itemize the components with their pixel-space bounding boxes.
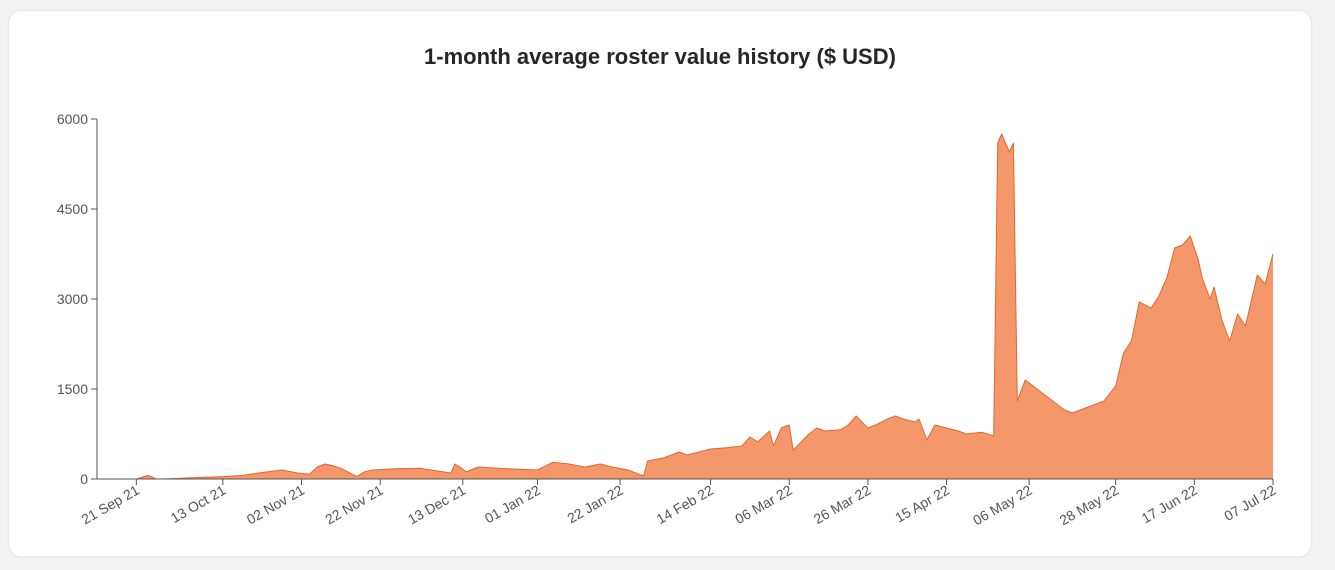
y-tick-label: 1500 [57, 381, 88, 397]
x-tick-label: 15 Apr 22 [892, 482, 952, 526]
x-tick-label: 26 Mar 22 [811, 482, 874, 527]
y-tick-label: 6000 [57, 111, 88, 127]
x-tick-label: 22 Nov 21 [322, 482, 385, 528]
series-area [97, 134, 1273, 479]
x-tick-label: 07 Jul 22 [1221, 482, 1278, 524]
x-tick-label: 14 Feb 22 [653, 482, 716, 527]
y-tick-label: 3000 [57, 291, 88, 307]
x-axis: 21 Sep 21 13 Oct 21 02 Nov 21 22 Nov 21 13 D… [79, 479, 1279, 528]
x-tick-label: 13 Dec 21 [405, 482, 468, 528]
y-axis: 0 1500 3000 4500 6000 [57, 111, 97, 487]
x-tick-label: 13 Oct 21 [168, 482, 229, 526]
x-tick-label: 06 May 22 [970, 482, 1035, 529]
x-tick-label: 02 Nov 21 [244, 482, 307, 528]
series-line [97, 133, 1274, 480]
y-tick-label: 4500 [57, 201, 88, 217]
x-tick-label: 21 Sep 21 [79, 482, 142, 528]
x-tick-label: 22 Jan 22 [564, 482, 625, 527]
chart-title: 1-month average roster value history ($ … [424, 44, 896, 69]
x-tick-label: 01 Jan 22 [482, 482, 543, 527]
y-tick-label: 0 [80, 471, 88, 487]
x-tick-label: 17 Jun 22 [1139, 482, 1200, 527]
x-tick-label: 28 May 22 [1057, 482, 1122, 529]
x-tick-label: 06 Mar 22 [732, 482, 795, 527]
